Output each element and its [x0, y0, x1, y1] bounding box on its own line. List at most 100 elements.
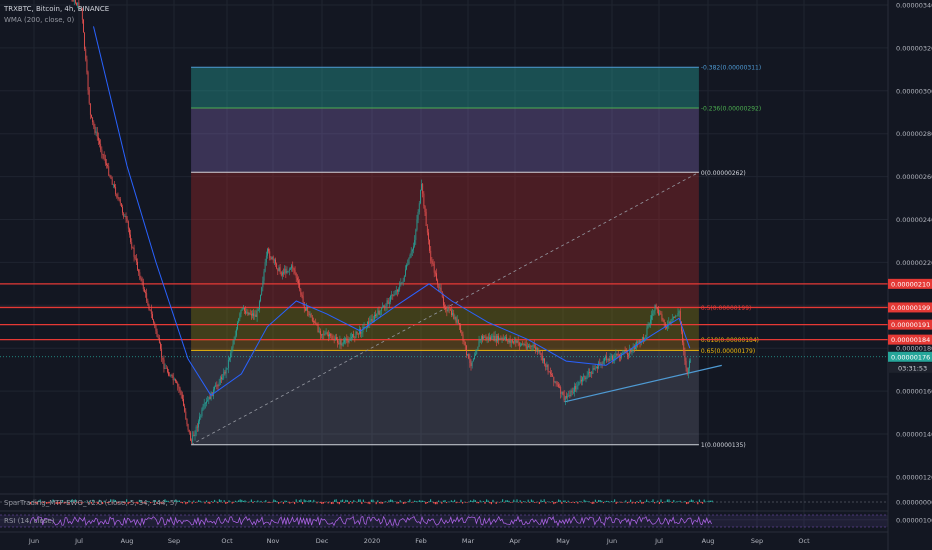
ewo-bar — [562, 500, 564, 502]
candle-body — [348, 340, 350, 343]
ewo-bar — [431, 501, 433, 503]
wma-legend[interactable]: WMA (200, close, 0) — [4, 16, 75, 24]
horizontal-level-tag — [888, 278, 932, 289]
candle-body — [187, 424, 189, 430]
candle-body — [494, 335, 496, 341]
candle-body — [119, 199, 121, 204]
fibonacci-retracement[interactable]: -0.382(0.00000311) -0.236(0.00000292) 0(0.… — [191, 65, 761, 450]
ewo-bar — [415, 501, 417, 502]
ewo-bar — [223, 500, 225, 502]
candle-body — [446, 309, 448, 312]
ewo-bar — [62, 500, 64, 502]
candle-body — [328, 334, 329, 337]
ewo-bar — [402, 502, 404, 504]
ewo-bar — [354, 501, 356, 502]
ewo-bar — [452, 501, 454, 502]
candle-body — [529, 346, 531, 347]
candle-body — [645, 334, 647, 339]
ewo-bar — [135, 502, 137, 504]
y-tick-label: 0.00000320 — [896, 44, 932, 52]
trend-lines[interactable] — [190, 171, 722, 446]
candle-body — [86, 59, 88, 73]
candle-body — [601, 363, 603, 365]
ewo-bar — [330, 502, 332, 505]
candle-body — [448, 308, 450, 310]
ewo-bar — [695, 501, 697, 502]
candle-body — [521, 343, 522, 345]
candle-body — [439, 287, 441, 289]
candle-body — [132, 247, 134, 249]
ewo-bar — [502, 499, 504, 502]
ewo-bar — [348, 502, 350, 504]
ewo-bar — [586, 501, 588, 502]
candle-body — [310, 314, 312, 318]
price-axis[interactable]: 0.00000340 0.00000320 0.00000300 0.00000280… — [887, 0, 932, 550]
ewo-bar — [39, 499, 41, 502]
candle-body — [436, 273, 437, 281]
ewo-bar — [319, 502, 321, 504]
ewo-bar — [204, 502, 206, 504]
candle-body — [609, 357, 611, 362]
candle-body — [135, 258, 137, 262]
candle-body — [666, 327, 667, 329]
horizontal-level-tag-text: 0.00000184 — [891, 336, 930, 344]
candle-body — [468, 354, 470, 359]
ewo-bar — [92, 499, 94, 502]
ewo-bar — [385, 501, 387, 502]
candle-body — [185, 411, 187, 419]
candle-body — [213, 389, 214, 397]
ewo-legend[interactable]: SparTrading_MTF-EWO_V2.0 (close, 5, 34, … — [4, 499, 178, 507]
ewo-bar — [690, 499, 692, 502]
fib-zone — [191, 307, 699, 340]
ewo-bar — [316, 502, 318, 504]
candle-body — [558, 384, 559, 387]
candle-body — [452, 312, 453, 315]
ewo-bar — [511, 502, 513, 503]
ewo-bar — [169, 502, 171, 503]
candle-body — [367, 321, 368, 328]
ewo-bar — [166, 500, 168, 502]
candle-body — [287, 270, 289, 272]
ewo-bar — [684, 501, 686, 502]
time-axis[interactable]: Jun Jul Aug Sep Oct Nov Dec 2020 Feb Mar Apr May Jun… — [0, 531, 888, 545]
ewo-bar — [313, 499, 315, 502]
ewo-bar — [281, 501, 283, 502]
ewo-bar — [401, 501, 403, 503]
ewo-tick-label: 0.00000000 — [896, 499, 932, 507]
ewo-bar — [47, 502, 49, 504]
ewo-bar — [628, 502, 630, 503]
horizontal-levels[interactable] — [0, 283, 888, 358]
candle-body — [594, 368, 596, 370]
candle-body — [524, 344, 526, 345]
ewo-bar — [386, 502, 388, 503]
candle-body — [627, 353, 628, 356]
ewo-bar — [700, 502, 702, 503]
candle-body — [537, 348, 539, 353]
candle-body — [282, 272, 283, 276]
candle-body — [298, 280, 299, 284]
ewo-bar — [230, 501, 232, 503]
ewo-bar — [654, 502, 656, 504]
ewo-bar — [132, 502, 134, 503]
ewo-bar — [446, 502, 448, 504]
candle-body — [147, 300, 149, 306]
candle-body — [163, 359, 165, 369]
ewo-bar — [361, 502, 363, 505]
ewo-bar — [686, 502, 688, 505]
candle-body — [83, 19, 84, 33]
candle-body — [385, 305, 387, 307]
rsi-legend[interactable]: RSI (14, close) — [4, 517, 55, 525]
candle-body — [236, 329, 237, 336]
candle-body — [352, 333, 353, 338]
horizontal-level-tag-text: 0.00000191 — [891, 321, 930, 329]
candle-body — [624, 351, 626, 353]
symbol-legend[interactable]: TRXBTC, Bitcoin, 4h, BINANCE — [4, 5, 110, 13]
fib-level-label: 0.65(0.00000179) — [701, 348, 755, 355]
candle-body — [194, 434, 196, 436]
candle-body — [346, 338, 348, 341]
ewo-bar — [154, 500, 156, 502]
ewo-bar — [207, 502, 209, 504]
candle-body — [162, 357, 164, 360]
candle-body — [566, 396, 567, 398]
